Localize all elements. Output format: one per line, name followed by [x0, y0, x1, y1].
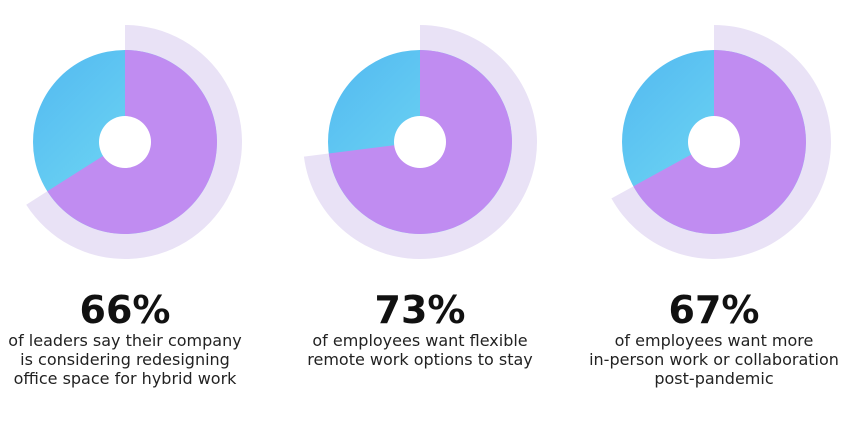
- value-label: 73%: [375, 288, 466, 332]
- value-label: 67%: [669, 288, 760, 332]
- caption: of employees want more: [615, 331, 814, 350]
- hole: [394, 116, 446, 168]
- hole: [688, 116, 740, 168]
- caption: post-pandemic: [654, 369, 773, 388]
- caption: of employees want flexible: [312, 331, 527, 350]
- value-label: 66%: [80, 288, 171, 332]
- hole: [99, 116, 151, 168]
- caption: in-person work or collaboration: [589, 350, 839, 369]
- caption: of leaders say their company: [8, 331, 241, 350]
- caption: remote work options to stay: [307, 350, 533, 369]
- caption: is considering redesigning: [20, 350, 230, 369]
- caption: office space for hybrid work: [14, 369, 238, 388]
